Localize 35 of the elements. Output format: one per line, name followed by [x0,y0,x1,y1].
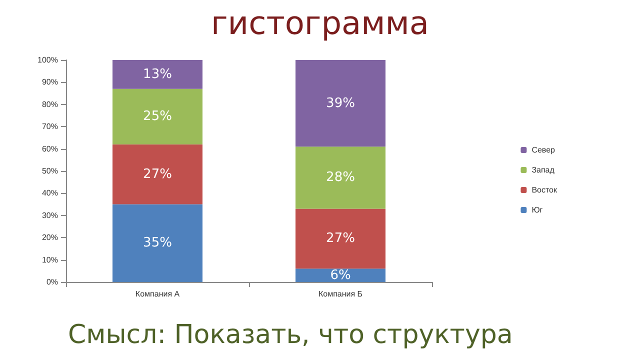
y-tick-label: 10% [42,255,58,264]
data-label: 25% [143,109,172,124]
legend-label: Север [532,146,556,154]
bar [296,268,386,282]
data-label: 39% [326,96,355,111]
y-tick-label: 80% [42,100,58,109]
bar [112,60,202,89]
bar [296,208,386,269]
y-tick-label: 50% [42,166,58,176]
bar [296,146,386,209]
y-tick-label: 0% [46,278,58,286]
bar [112,204,202,282]
data-label: 27% [326,231,355,246]
y-tick-label: 70% [42,122,58,132]
bar [112,88,202,144]
bar [112,144,202,204]
x-tick-label: Компания А [135,290,180,298]
legend-label: Юг [532,206,543,214]
bar [296,60,386,147]
data-label: 27% [143,166,172,182]
text: Смысл: Показать, что структура [68,320,513,350]
y-tick-label: 90% [42,78,58,87]
legend-label: Запад [532,166,555,174]
chart-title: гистограмма [210,4,430,42]
y-tick-label: 20% [42,233,58,242]
y-tick-label: 100% [38,56,58,64]
legend-label: Восток [532,186,558,194]
y-tick-label: 60% [42,144,58,154]
data-label: 6% [330,268,351,283]
x-tick-label: Компания Б [318,290,363,298]
y-tick-label: 30% [42,210,58,220]
data-label: 28% [326,170,355,186]
data-label: 35% [143,236,172,251]
data-label: 13% [143,66,172,82]
y-tick-label: 40% [42,188,58,198]
